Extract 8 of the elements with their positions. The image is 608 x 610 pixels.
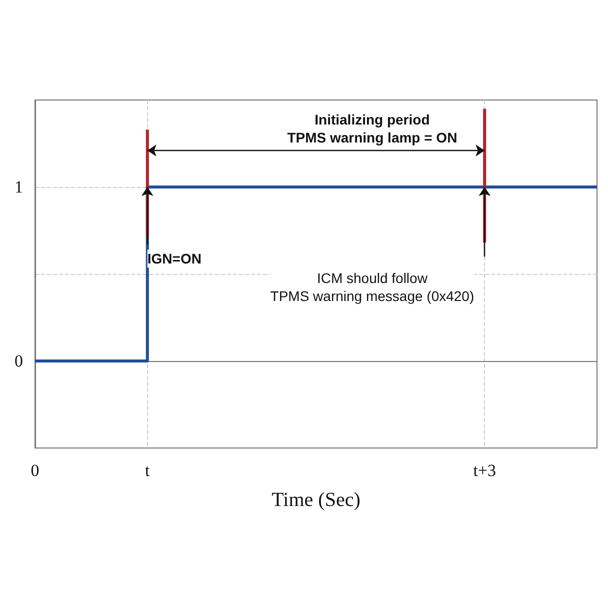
x-tick-label: t — [145, 461, 150, 480]
annotation: IGN=ON — [147, 250, 202, 267]
x-tick-label: 0 — [30, 461, 40, 480]
annotation: ICM should follow TPMS warning message (0x420) — [270, 270, 474, 304]
x-axis-title: Time (Sec) — [272, 489, 360, 511]
annotation: Initializing period TPMS warning lamp = ON — [287, 111, 458, 146]
y-tick-label: 1 — [14, 178, 23, 196]
x-tick-label: t+3 — [473, 461, 496, 480]
